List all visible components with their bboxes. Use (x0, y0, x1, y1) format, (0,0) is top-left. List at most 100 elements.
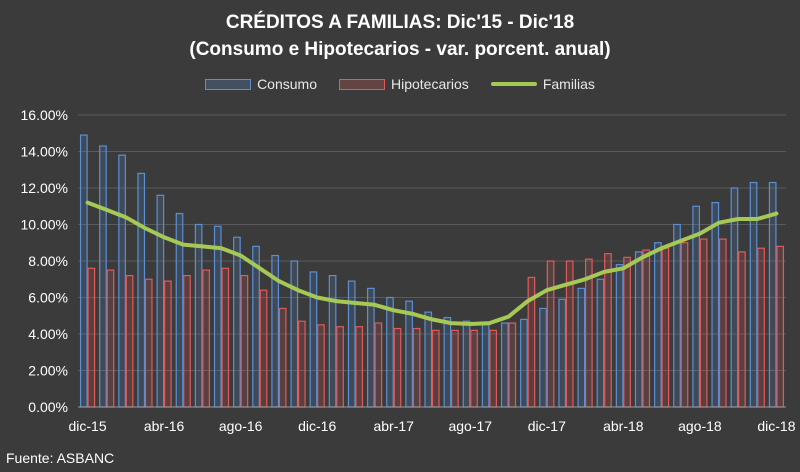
y-tick-label: 12.00% (21, 180, 68, 196)
legend-label-hipotecarios: Hipotecarios (390, 76, 469, 92)
x-tick-label: abr-17 (373, 418, 414, 434)
legend-swatch-familias (490, 82, 537, 86)
bar-consumo (252, 245, 260, 408)
bar-consumo (711, 202, 720, 408)
x-tick-label: dic-16 (298, 418, 336, 434)
bar-consumo (539, 307, 547, 408)
bar-series (79, 134, 785, 408)
y-tick-label: 16.00% (21, 107, 68, 123)
bar-consumo (118, 154, 126, 408)
bar-consumo (309, 271, 318, 408)
legend: Consumo Hipotecarios Familias (0, 76, 800, 92)
bar-hipotecarios (738, 251, 746, 408)
bar-hipotecarios (336, 326, 344, 408)
x-tick-label: ago-18 (678, 418, 722, 434)
chart-subtitle: (Consumo e Hipotecarios - var. porcent. … (189, 39, 611, 60)
bar-consumo (233, 236, 241, 408)
bar-consumo (194, 223, 203, 408)
legend-item-consumo: Consumo (205, 76, 317, 92)
bar-hipotecarios (240, 275, 249, 408)
bar-consumo (405, 300, 413, 408)
legend-item-hipotecarios: Hipotecarios (338, 76, 469, 92)
bar-consumo (328, 275, 337, 408)
bar-consumo (520, 318, 528, 408)
bar-hipotecarios (431, 329, 440, 408)
bar-consumo (634, 251, 643, 408)
bar-consumo (99, 145, 107, 408)
y-tick-label: 4.00% (28, 326, 68, 342)
bar-hipotecarios (202, 269, 210, 408)
bar-consumo (654, 242, 662, 408)
bar-hipotecarios (317, 324, 325, 408)
y-tick-label: 14.00% (21, 144, 68, 160)
bar-consumo (386, 296, 394, 408)
bar-hipotecarios (106, 269, 115, 408)
bar-consumo (462, 320, 471, 408)
x-tick-label: ago-17 (448, 418, 492, 434)
y-axis: 0.00% 2.00% 4.00% 6.00% 8.00% 10.00% 12.00% 14.… (21, 107, 68, 415)
bar-consumo (577, 287, 586, 408)
y-tick-label: 6.00% (28, 290, 68, 306)
bar-consumo (137, 172, 146, 408)
x-axis: dic-15 abr-16 ago-16 dic-16 abr-17 ago-17 dic-… (68, 406, 796, 434)
bar-consumo (443, 316, 452, 408)
bar-hipotecarios (221, 267, 230, 408)
bar-hipotecarios (297, 320, 306, 408)
bar-hipotecarios (546, 260, 555, 408)
legend-label-consumo: Consumo (257, 76, 317, 92)
bar-consumo (79, 134, 88, 408)
x-tick-label: dic-18 (757, 418, 795, 434)
bar-consumo (558, 298, 567, 408)
legend-swatch-hipotecarios (338, 78, 385, 90)
bar-hipotecarios (144, 278, 153, 408)
bar-consumo (615, 264, 624, 408)
bar-hipotecarios (412, 327, 421, 408)
x-tick-label: abr-18 (603, 418, 644, 434)
y-tick-label: 10.00% (21, 217, 68, 233)
bar-hipotecarios (451, 329, 459, 408)
legend-swatch-consumo (205, 78, 252, 90)
line-series (85, 200, 779, 326)
bar-consumo (290, 260, 299, 408)
bar-hipotecarios (661, 247, 670, 408)
bar-hipotecarios (718, 238, 727, 408)
bar-hipotecarios (489, 329, 498, 408)
bar-consumo (749, 181, 758, 408)
bar-hipotecarios (355, 326, 364, 408)
bar-hipotecarios (470, 329, 478, 408)
bar-hipotecarios (642, 249, 651, 408)
chart-title: CRÉDITOS A FAMILIAS: Dic'15 - Dic'18 (225, 12, 575, 33)
line-familias (85, 200, 779, 326)
bar-hipotecarios (699, 238, 708, 408)
bar-consumo (156, 194, 165, 408)
bar-hipotecarios (623, 256, 631, 408)
bar-hipotecarios (508, 322, 517, 408)
bar-hipotecarios (259, 289, 268, 408)
bar-consumo (596, 278, 605, 408)
y-tick-label: 8.00% (28, 253, 68, 269)
bar-consumo (424, 311, 433, 408)
bar-hipotecarios (776, 245, 785, 408)
bar-hipotecarios (393, 327, 402, 408)
bar-hipotecarios (680, 242, 689, 408)
y-tick-label: 2.00% (28, 363, 68, 379)
bar-consumo (481, 324, 490, 408)
legend-label-familias: Familias (542, 76, 595, 92)
source-note: Fuente: ASBANC (6, 450, 115, 466)
bar-hipotecarios (374, 322, 383, 408)
x-tick-label: dic-15 (68, 418, 106, 434)
x-tick-label: abr-16 (144, 418, 185, 434)
bar-hipotecarios (278, 307, 287, 408)
bar-consumo (347, 280, 356, 408)
bar-hipotecarios (584, 258, 593, 408)
x-tick-label: ago-16 (219, 418, 263, 434)
bar-hipotecarios (164, 280, 172, 408)
bar-consumo (500, 322, 509, 408)
bar-hipotecarios (604, 253, 612, 408)
legend-item-familias: Familias (490, 76, 595, 92)
bar-hipotecarios (87, 267, 96, 408)
bar-consumo (673, 223, 681, 408)
bar-hipotecarios (183, 275, 191, 408)
bar-consumo (213, 225, 222, 408)
